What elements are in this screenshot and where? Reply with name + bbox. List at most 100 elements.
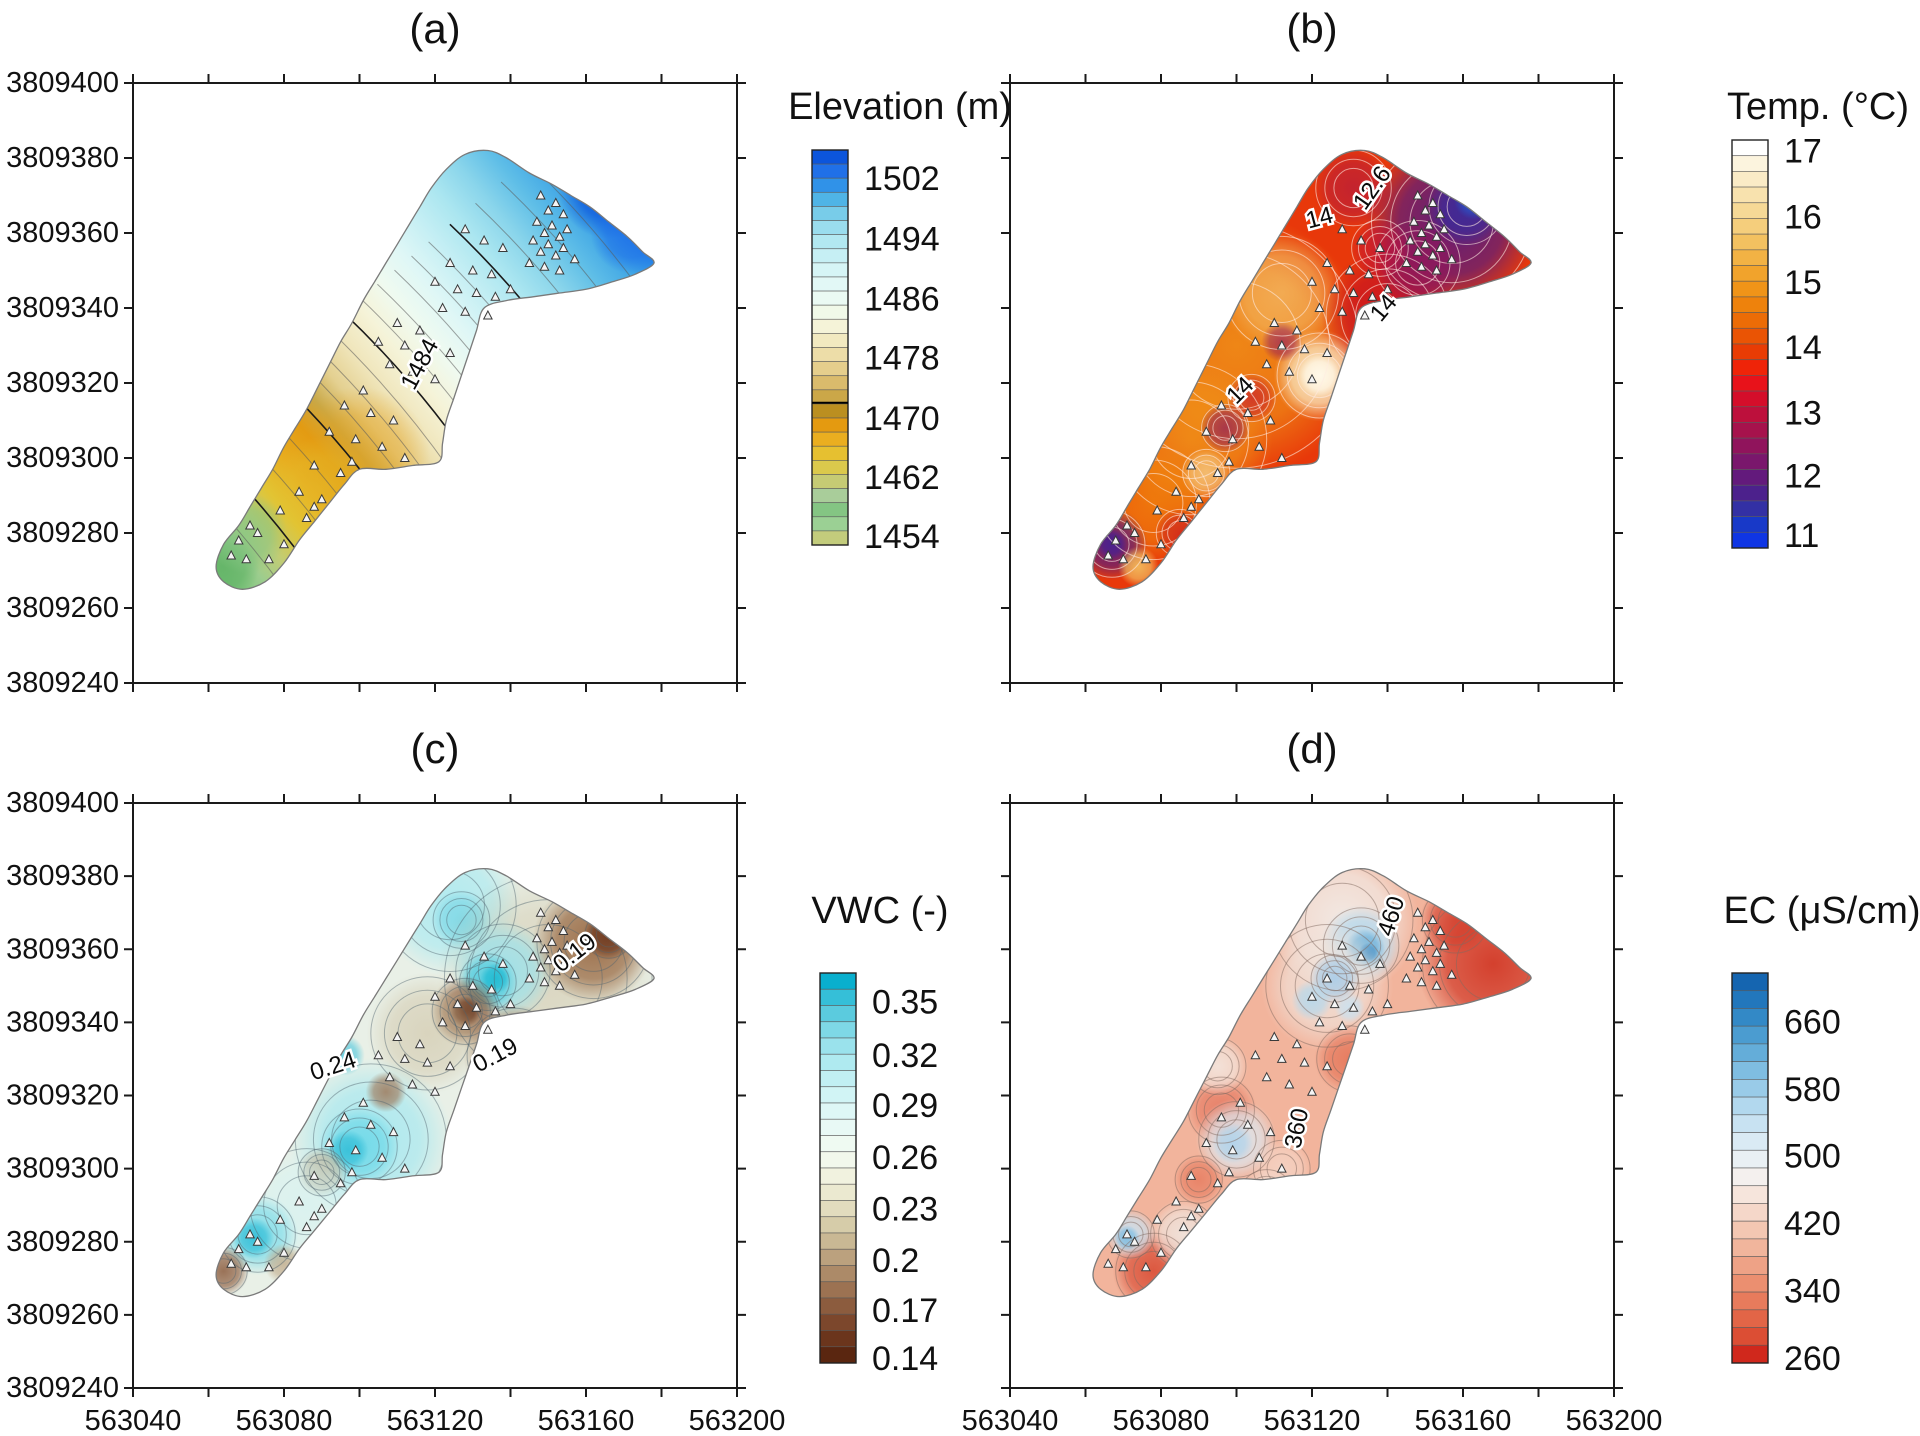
panel-a-title: (a)	[409, 5, 461, 52]
contour-line	[1331, 916, 1391, 975]
sample-point-marker	[252, 527, 263, 537]
sample-point-marker	[1356, 234, 1367, 245]
sample-point-marker	[1435, 242, 1446, 252]
colorbar-segment	[1731, 1274, 1769, 1293]
colorbar-segment	[811, 431, 849, 447]
colorbar-tick-label: 15	[1784, 264, 1822, 302]
sample-point-marker	[388, 414, 399, 425]
y-tick-label: 3809280	[6, 1226, 119, 1258]
sample-point-marker	[388, 1126, 399, 1137]
sample-point-marker	[497, 242, 508, 252]
sample-point-marker	[1423, 936, 1435, 946]
sample-point-marker	[1431, 947, 1442, 957]
sample-point-marker	[301, 512, 312, 522]
sample-point-marker	[1420, 921, 1431, 932]
colorbar-segment	[1731, 359, 1769, 376]
sample-point-marker	[445, 1060, 456, 1071]
sample-point-marker	[377, 441, 388, 451]
sample-point-marker	[546, 936, 558, 946]
colorbar-outline	[811, 149, 849, 546]
sample-point-marker	[497, 958, 508, 968]
sample-point-marker	[1250, 336, 1261, 346]
colorbar-segment	[1731, 1043, 1769, 1062]
sample-point-marker	[1118, 1261, 1129, 1272]
sample-point-marker	[554, 231, 565, 241]
colorbar-segment	[1731, 516, 1769, 533]
sample-point-marker	[1284, 1078, 1295, 1089]
field-feature	[216, 1245, 250, 1297]
sample-point-marker	[1152, 1214, 1163, 1224]
contour-line	[1216, 1119, 1257, 1160]
colorbar-tick-label: 17	[1784, 132, 1822, 170]
sample-point-marker	[1439, 940, 1450, 950]
y-tick-label: 3809240	[6, 1372, 119, 1404]
sample-point-marker	[429, 991, 441, 1001]
sample-point-marker	[460, 306, 471, 316]
sample-point-marker	[1212, 467, 1223, 477]
sample-point-marker	[528, 234, 539, 245]
sample-point-marker	[569, 969, 580, 979]
sample-point-marker	[1322, 972, 1333, 983]
sample-point-marker	[294, 486, 305, 496]
colorbar-segment	[1731, 453, 1769, 470]
x-tick-label: 563080	[236, 1405, 333, 1436]
contour-line	[1304, 882, 1380, 958]
sample-point-marker	[535, 189, 546, 200]
colorbar-segment	[1731, 1025, 1769, 1045]
colorbar-segment	[811, 206, 849, 221]
colorbar-c: 0.35 0.32 0.29 0.26 0.23 0.2 0.17 0.14	[819, 972, 938, 1378]
sample-point-marker	[1408, 216, 1419, 226]
axis-frame	[1001, 74, 1623, 692]
sample-points	[1103, 189, 1457, 564]
sample-point-marker	[1348, 1002, 1359, 1012]
colorbar-segment	[1731, 1203, 1769, 1222]
sample-point-marker	[445, 257, 456, 267]
colorbar-tick-label: 1478	[864, 340, 940, 378]
contour-line	[459, 953, 517, 1011]
colorbar-tick-label: 13	[1784, 394, 1822, 432]
colorbar-segment	[811, 220, 849, 235]
colorbar-segment	[1731, 1132, 1769, 1151]
colorbar-segment	[1731, 296, 1769, 313]
colorbar-segment	[1731, 249, 1769, 266]
sample-point-marker	[539, 227, 550, 237]
contour-line	[1198, 1101, 1275, 1178]
colorbar-tick-label: 1454	[864, 518, 940, 556]
sample-point-marker	[1359, 1024, 1370, 1034]
contour-line	[477, 946, 528, 997]
contour-line	[1279, 938, 1375, 1033]
colorbar-tick-label: 1502	[864, 160, 940, 198]
sample-point-marker	[309, 1210, 320, 1221]
y-tick-label: 3809340	[6, 1006, 119, 1038]
sample-point-marker	[1420, 238, 1431, 249]
sample-point-marker	[524, 972, 535, 983]
sample-point-marker	[339, 1111, 350, 1122]
sample-point-marker	[263, 1261, 274, 1272]
sample-point-marker	[482, 309, 493, 320]
contour-line	[303, 1153, 341, 1191]
sample-point-marker	[479, 951, 490, 961]
contour-line	[1182, 448, 1231, 498]
sample-point-marker	[535, 907, 546, 917]
sample-point-marker	[437, 302, 448, 312]
sample-point-marker	[252, 1236, 263, 1246]
contour-line	[1364, 232, 1396, 264]
colorbar-segment	[1731, 265, 1769, 282]
colorbar-segment	[811, 149, 849, 165]
sample-point-marker	[275, 504, 286, 515]
colorbar-segment	[811, 191, 849, 207]
sample-point-marker	[1435, 925, 1446, 935]
sample-point-marker	[324, 1137, 335, 1147]
sample-point-marker	[358, 1097, 369, 1107]
sample-point-marker	[350, 1144, 361, 1155]
colorbar-segment	[819, 1346, 857, 1364]
contour-line	[1251, 263, 1312, 323]
sample-point-marker	[407, 1078, 418, 1089]
colorbar-tick-label: 260	[1784, 1340, 1841, 1378]
sample-point-marker	[244, 1228, 256, 1239]
colorbar-segment	[1731, 422, 1769, 439]
sample-point-marker	[1416, 943, 1427, 954]
sample-point-marker	[1242, 1119, 1253, 1129]
sample-point-marker	[543, 954, 554, 965]
colorbar-tick-label: 0.17	[872, 1292, 938, 1330]
